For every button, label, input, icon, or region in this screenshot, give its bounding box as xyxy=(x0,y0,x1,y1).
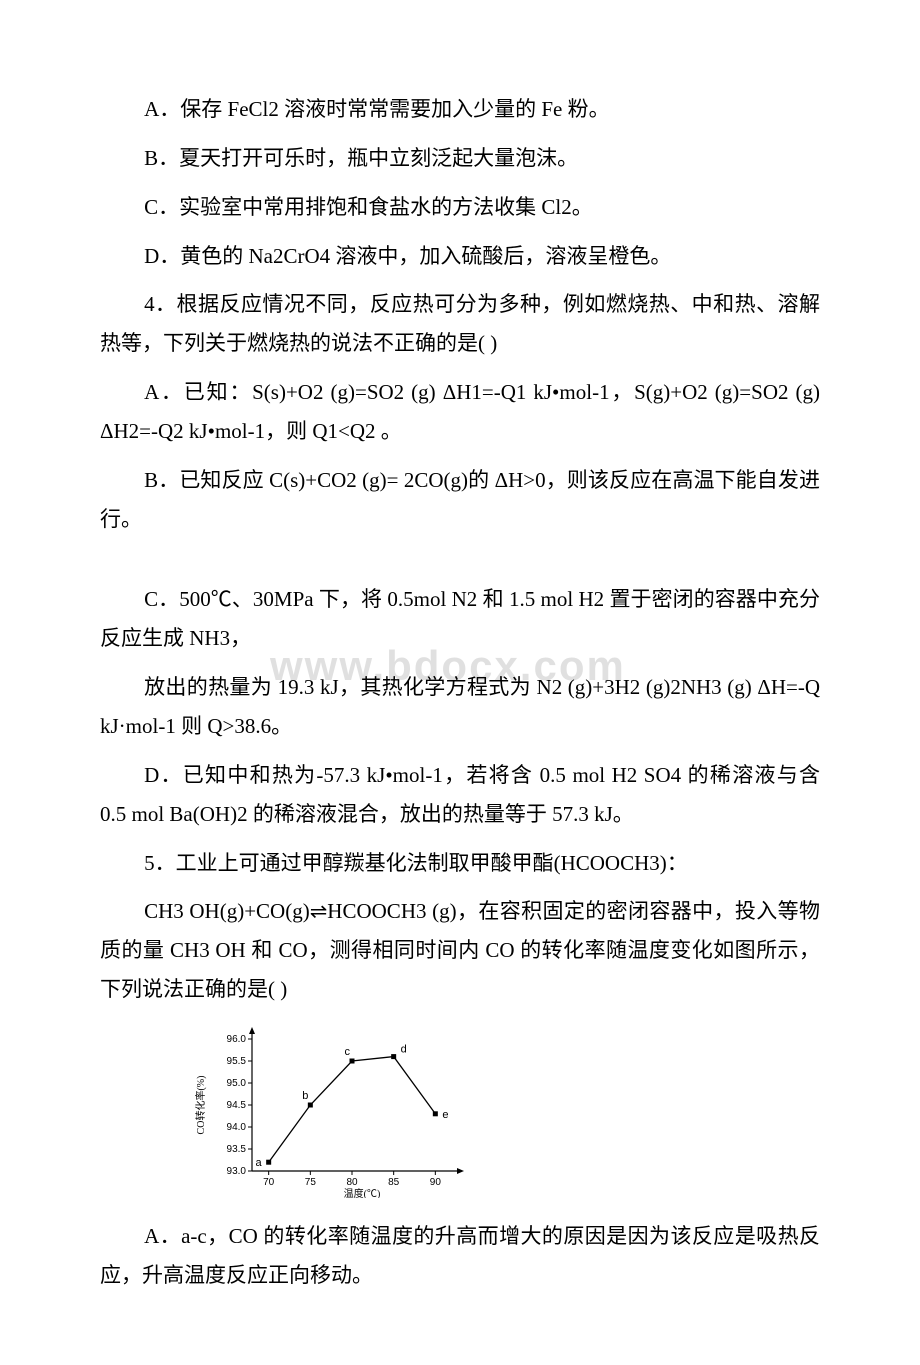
q4-option-d: D．已知中和热为-57.3 kJ•mol-1，若将含 0.5 mol H2 SO… xyxy=(100,756,820,834)
q5-stem: 5．工业上可通过甲醇羰基化法制取甲酸甲酯(HCOOCH3)： xyxy=(100,844,820,883)
q3-option-b: B．夏天打开可乐时，瓶中立刻泛起大量泡沫。 xyxy=(100,139,820,178)
svg-text:e: e xyxy=(442,1109,448,1121)
svg-text:93.0: 93.0 xyxy=(227,1166,247,1177)
q5-option-a: A．a-c，CO 的转化率随温度的升高而增大的原因是因为该反应是吸热反应，升高温… xyxy=(100,1217,820,1295)
svg-text:b: b xyxy=(302,1090,308,1102)
svg-text:温度(℃): 温度(℃) xyxy=(344,1187,381,1198)
svg-text:94.0: 94.0 xyxy=(227,1122,247,1133)
svg-text:95.5: 95.5 xyxy=(227,1056,247,1067)
svg-text:95.0: 95.0 xyxy=(227,1078,247,1089)
blank-spacer xyxy=(100,548,820,580)
svg-text:c: c xyxy=(345,1046,351,1058)
svg-text:80: 80 xyxy=(346,1177,358,1188)
svg-text:90: 90 xyxy=(430,1177,442,1188)
chart-svg: 93.0 93.5 94.0 94.5 95.0 95.5 96.0 70 75 80 85 90 CO… xyxy=(190,1023,480,1198)
q4-option-b: B．已知反应 C(s)+CO2 (g)= 2CO(g)的 ΔH>0，则该反应在高… xyxy=(100,461,820,539)
svg-text:70: 70 xyxy=(263,1177,275,1188)
svg-text:75: 75 xyxy=(305,1177,317,1188)
q3-option-d: D．黄色的 Na2CrO4 溶液中，加入硫酸后，溶液呈橙色。 xyxy=(100,237,820,276)
svg-text:96.0: 96.0 xyxy=(227,1034,247,1045)
svg-text:CO转化率(%): CO转化率(%) xyxy=(194,1075,207,1134)
q4-option-a: A．已知：S(s)+O2 (g)=SO2 (g) ΔH1=-Q1 kJ•mol-… xyxy=(100,373,820,451)
svg-text:d: d xyxy=(401,1043,407,1055)
svg-text:94.5: 94.5 xyxy=(227,1100,247,1111)
svg-text:85: 85 xyxy=(388,1177,400,1188)
q4-option-c-line1: C．500℃、30MPa 下，将 0.5mol N2 和 1.5 mol H2 … xyxy=(100,580,820,658)
svg-text:93.5: 93.5 xyxy=(227,1144,247,1155)
svg-text:a: a xyxy=(256,1157,263,1169)
q4-option-c-line2: 放出的热量为 19.3 kJ，其热化学方程式为 N2 (g)+3H2 (g)2N… xyxy=(100,668,820,746)
co-conversion-chart: 93.0 93.5 94.0 94.5 95.0 95.5 96.0 70 75 80 85 90 CO… xyxy=(190,1023,480,1203)
q3-option-c: C．实验室中常用排饱和食盐水的方法收集 Cl2。 xyxy=(100,188,820,227)
q4-stem: 4．根据反应情况不同，反应热可分为多种，例如燃烧热、中和热、溶解热等，下列关于燃… xyxy=(100,285,820,363)
q3-option-a: A．保存 FeCl2 溶液时常常需要加入少量的 Fe 粉。 xyxy=(100,90,820,129)
q5-equation: CH3 OH(g)+CO(g)⇌HCOOCH3 (g)，在容积固定的密闭容器中，… xyxy=(100,892,820,1009)
